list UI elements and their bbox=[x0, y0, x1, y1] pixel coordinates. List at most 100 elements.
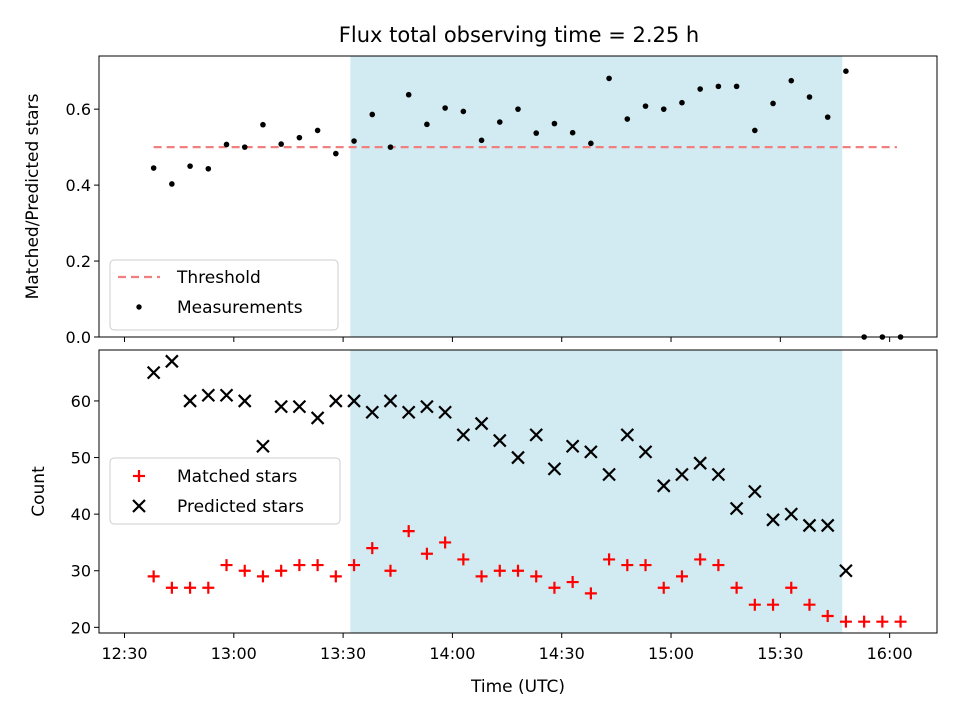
x-tick-label: 15:30 bbox=[757, 644, 803, 663]
matched-star-point bbox=[202, 581, 215, 594]
matched-star-point bbox=[348, 559, 361, 572]
y-tick-label: 0.0 bbox=[66, 328, 91, 347]
matched-star-point bbox=[748, 598, 761, 611]
y-tick-label: 50 bbox=[71, 449, 91, 468]
threshold-legend-label: Threshold bbox=[176, 268, 261, 288]
measurement-point bbox=[551, 120, 558, 127]
predicted-star-point bbox=[256, 439, 270, 453]
measurement-point bbox=[788, 77, 795, 84]
ratio-marks bbox=[150, 68, 904, 340]
predicted-star-point bbox=[565, 439, 580, 453]
measurement-point bbox=[424, 121, 430, 128]
measurement-point bbox=[460, 108, 467, 115]
ratio-legend-box bbox=[109, 259, 339, 331]
predicted-legend-label: Predicted stars bbox=[177, 497, 304, 517]
matched-legend-label: Matched stars bbox=[177, 467, 297, 487]
measurement-point bbox=[387, 144, 394, 150]
predicted-star-point bbox=[802, 518, 817, 533]
count-axes-frame bbox=[98, 349, 938, 634]
matched-star-point bbox=[803, 598, 816, 611]
measurement-point bbox=[223, 141, 230, 148]
matched-star-point bbox=[530, 570, 543, 583]
matched-star-point bbox=[512, 564, 524, 577]
measurement-point bbox=[260, 121, 266, 128]
predicted-star-point bbox=[237, 394, 252, 408]
matched-star-point bbox=[876, 615, 889, 628]
x-tick-label: 14:30 bbox=[539, 644, 585, 663]
predicted-star-point bbox=[474, 416, 489, 431]
count-legend-box bbox=[109, 457, 341, 525]
predicted-star-point bbox=[274, 399, 288, 414]
matched-star-point bbox=[785, 581, 798, 594]
predicted-star-point bbox=[656, 479, 671, 493]
x-tick-label: 14:00 bbox=[429, 644, 475, 663]
matched-star-point bbox=[584, 587, 597, 600]
matched-legend-swatch bbox=[133, 470, 145, 482]
measurement-point bbox=[588, 140, 594, 147]
predicted-star-point bbox=[638, 445, 653, 459]
count-panel: 20 30 40 50 60 12:30 13:00 13:30 14:00 14:30 15:0… bbox=[29, 349, 938, 697]
matched-star-point bbox=[420, 547, 433, 560]
measurement-point bbox=[333, 150, 339, 157]
predicted-star-point bbox=[693, 456, 707, 470]
y-tick-label: 40 bbox=[71, 505, 91, 524]
predicted-star-point bbox=[748, 484, 762, 499]
measurement-point bbox=[205, 165, 212, 172]
predicted-star-point bbox=[401, 405, 416, 420]
measurement-point bbox=[679, 99, 685, 106]
measurement-point bbox=[770, 100, 776, 107]
predicted-star-point bbox=[511, 450, 525, 465]
measurement-point bbox=[496, 119, 503, 125]
y-tick-label: 0.6 bbox=[66, 100, 91, 119]
matched-star-point bbox=[238, 564, 251, 577]
y-tick-label: 30 bbox=[71, 562, 91, 581]
ratio-y-ticks: 0.0 0.2 0.4 0.6 bbox=[66, 100, 99, 347]
measurement-point bbox=[660, 106, 667, 112]
measurement-point bbox=[478, 137, 485, 144]
x-tick-label: 16:00 bbox=[867, 644, 913, 663]
y-tick-label: 0.2 bbox=[66, 252, 91, 271]
matched-star-point bbox=[548, 581, 561, 594]
x-tick-label: 13:00 bbox=[211, 644, 257, 663]
predicted-star-point bbox=[493, 433, 507, 448]
matched-star-point bbox=[439, 536, 452, 549]
matched-star-point bbox=[329, 570, 342, 583]
measurement-point bbox=[733, 83, 740, 90]
predicted-star-point bbox=[165, 354, 179, 369]
measurement-point bbox=[715, 83, 722, 90]
measurement-point bbox=[642, 103, 649, 109]
measurement-point bbox=[606, 75, 612, 82]
matched-star-point bbox=[311, 559, 324, 572]
predicted-star-point bbox=[820, 518, 835, 533]
measurement-point bbox=[405, 91, 412, 98]
ratio-y-axis-label: Matched/Predicted stars bbox=[23, 93, 43, 299]
measurements-legend-label: Measurements bbox=[177, 298, 303, 318]
matched-star-point bbox=[165, 581, 178, 594]
measurement-point bbox=[278, 141, 284, 147]
matched-star-point bbox=[675, 570, 688, 583]
matched-star-point bbox=[858, 615, 871, 628]
predicted-star-point bbox=[584, 445, 598, 459]
predicted-star-point bbox=[711, 467, 726, 482]
matched-star-point bbox=[220, 559, 233, 572]
matched-star-point bbox=[475, 570, 488, 583]
count-marks bbox=[146, 354, 907, 628]
matched-star-point bbox=[402, 525, 415, 538]
predicted-star-point bbox=[329, 394, 343, 408]
matched-star-point bbox=[184, 581, 197, 594]
matched-star-point bbox=[694, 553, 707, 566]
measurement-point bbox=[241, 144, 248, 150]
ratio-legend: Threshold Measurements bbox=[109, 259, 339, 331]
matched-star-point bbox=[839, 615, 852, 628]
x-tick-label: 13:30 bbox=[320, 644, 366, 663]
measurement-point bbox=[697, 86, 703, 92]
matched-star-point bbox=[147, 570, 160, 583]
matched-star-point bbox=[384, 564, 397, 577]
predicted-star-point bbox=[456, 428, 471, 442]
predicted-star-point bbox=[347, 394, 361, 408]
matched-star-point bbox=[493, 564, 506, 577]
matched-star-point bbox=[712, 559, 725, 572]
predicted-star-point bbox=[766, 513, 780, 527]
matched-star-point bbox=[293, 559, 306, 572]
matched-star-point bbox=[767, 598, 780, 611]
